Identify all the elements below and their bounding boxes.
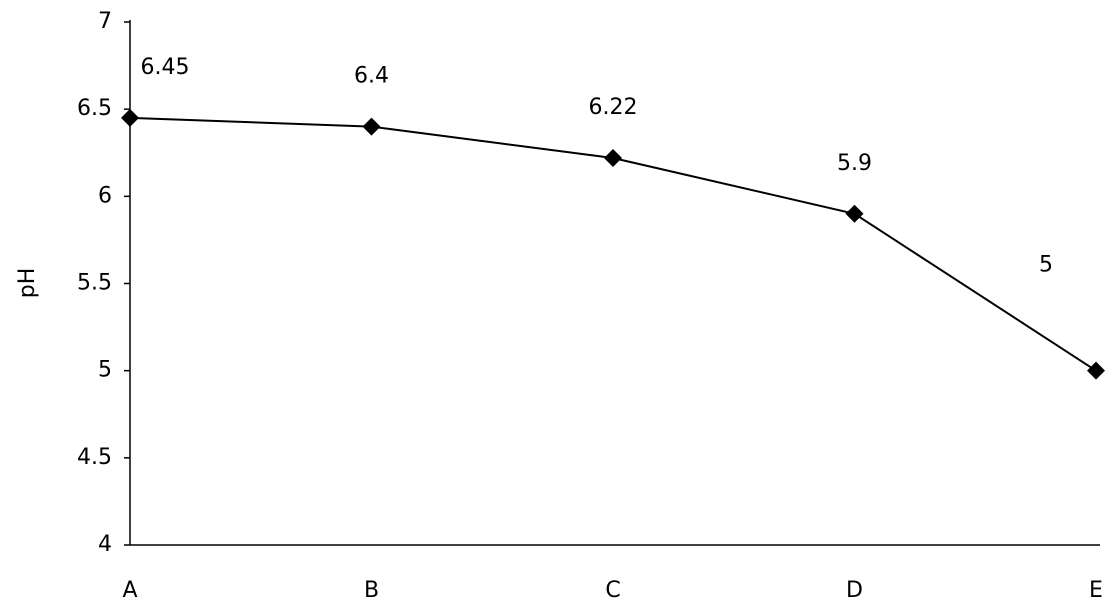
data-label: 6.45 (141, 55, 190, 80)
data-label: 6.22 (589, 95, 638, 120)
marker (845, 204, 864, 223)
marker (121, 108, 139, 127)
marker (604, 148, 622, 167)
y-tick-label: 6 (98, 183, 112, 208)
y-axis-label: pH (15, 268, 40, 299)
y-tick-label: 5 (98, 358, 112, 383)
x-tick-label: B (364, 578, 379, 603)
x-tick-label: C (605, 578, 620, 603)
x-tick-label: E (1089, 578, 1103, 603)
data-label: 6.4 (354, 64, 389, 89)
marker (362, 117, 381, 136)
x-tick-label: A (122, 578, 137, 603)
y-tick-label: 7 (98, 9, 112, 34)
data-label: 5.9 (837, 151, 872, 176)
x-tick-label: D (846, 578, 863, 603)
y-tick-label: 6.5 (77, 96, 112, 121)
y-tick-label: 4 (98, 532, 112, 557)
data-label: 5 (1039, 253, 1053, 278)
y-tick-label: 4.5 (77, 445, 112, 470)
y-tick-label: 5.5 (77, 271, 112, 296)
marker (1087, 361, 1105, 380)
